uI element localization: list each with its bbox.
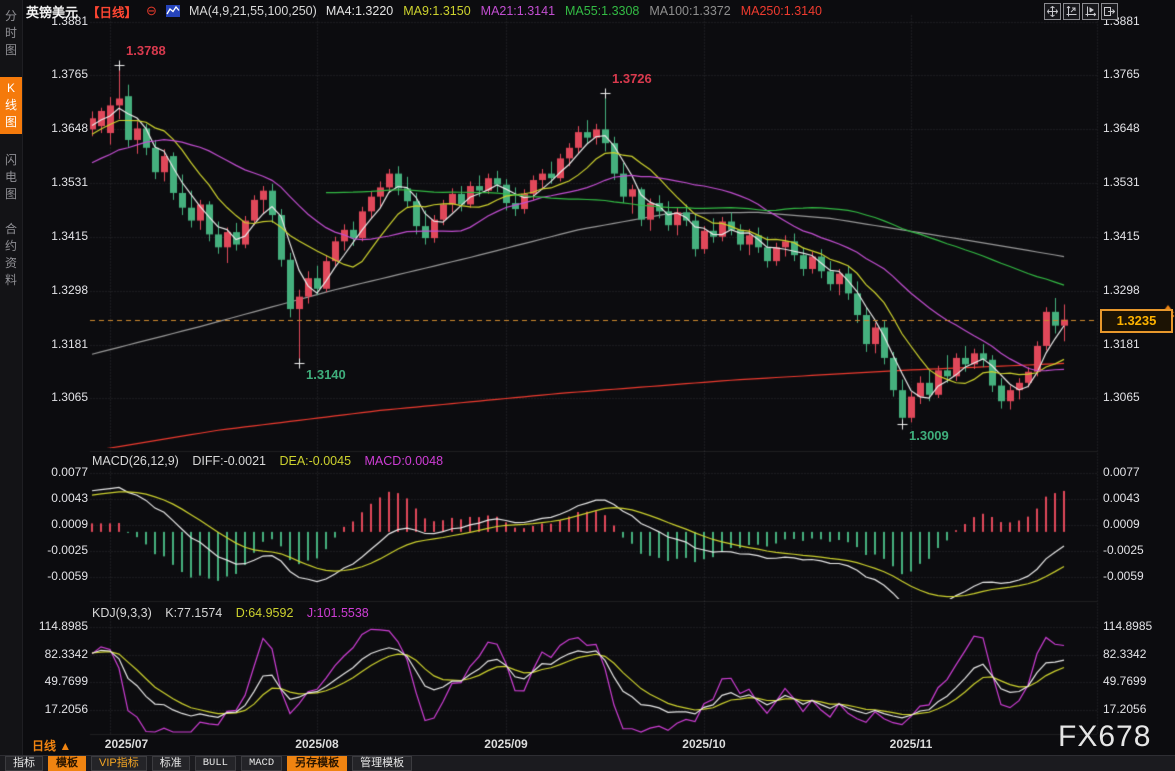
price-axis-label: 1.3531 — [1103, 175, 1140, 190]
price-axis-label: 82.3342 — [1103, 646, 1147, 661]
kdj-title: KDJ(9,3,3) — [92, 606, 152, 620]
price-axis-label: 1.3765 — [1103, 67, 1140, 82]
price-axis-label: 1.3065 — [51, 390, 88, 404]
chevron-up-icon: ▲ — [59, 739, 72, 753]
price-axis-label: 49.7699 — [44, 674, 88, 689]
axis-zoom-vertical-icon[interactable] — [1063, 3, 1080, 20]
price-axis-label: 17.2056 — [44, 702, 88, 716]
kdj-header: KDJ(9,3,3) K:77.1574 D:64.9592 J:101.553… — [92, 606, 379, 620]
sidebar-item-分时图[interactable]: 分时图 — [4, 9, 17, 57]
tab-BULL[interactable]: BULL — [194, 756, 236, 771]
price-axis-label: 0.0077 — [1103, 465, 1140, 479]
tab-标准[interactable]: 标准 — [151, 756, 190, 771]
x-axis-label: 2025/07 — [104, 737, 149, 751]
price-axis-label: 0.0009 — [1103, 517, 1140, 531]
tab-另存模板[interactable]: 另存模板 — [287, 756, 348, 771]
price-axis-label: 82.3342 — [44, 646, 88, 661]
price-axis-label: 0.0009 — [51, 517, 88, 531]
macd-dea-value: DEA:-0.0045 — [279, 454, 352, 468]
price-axis-label: -0.0025 — [1103, 543, 1144, 557]
sidebar-item-合约资料[interactable]: 合约资料 — [4, 222, 17, 287]
price-axis-label: 49.7699 — [1103, 674, 1147, 689]
sidebar-item-闪电图[interactable]: 闪电图 — [4, 153, 17, 201]
macd-title: MACD(26,12,9) — [92, 454, 179, 468]
tab-VIP指标[interactable]: VIP指标 — [91, 756, 147, 771]
price-axis-label: 1.3181 — [1103, 336, 1140, 351]
tab-指标[interactable]: 指标 — [5, 756, 43, 771]
price-axis-label: 1.3648 — [1103, 121, 1140, 136]
ma-group-label: MA(4,9,21,55,100,250) — [188, 4, 317, 18]
ma-legend-item: MA55:1.3308 — [565, 4, 640, 18]
price-axis-label: 1.3298 — [1103, 282, 1140, 297]
x-axis-label: 2025/10 — [682, 737, 726, 751]
ma-legend-item: MA4:1.3220 — [325, 4, 394, 18]
ma-legend-item: MA9:1.3150 — [403, 4, 471, 18]
price-axis-label: 17.2056 — [1103, 702, 1147, 716]
period-selector-label: 日线 — [32, 739, 57, 753]
tab-模板[interactable]: 模板 — [48, 756, 86, 771]
bottom-tab-bar: 指标 模板 VIP指标 标准 BULL MACD 另存模板 管理模板 — [0, 755, 1175, 771]
price-axis-label: 1.3415 — [1103, 228, 1140, 243]
x-axis-label: 2025/09 — [484, 737, 528, 751]
kdj-k-value: K:77.1574 — [165, 606, 223, 620]
price-axis-label: 114.8985 — [1103, 619, 1153, 633]
pan-icon[interactable] — [1044, 3, 1061, 20]
price-axis-label: 1.3298 — [51, 282, 88, 297]
price-axis-label: 1.3065 — [1103, 390, 1140, 404]
price-axis-label: 0.0077 — [51, 465, 88, 479]
extreme-price-annotation: 1.3726 — [612, 71, 652, 87]
period-tag: 【日线】 — [87, 5, 138, 20]
x-axis-label: 2025/08 — [295, 737, 339, 751]
x-axis-label: 2025/11 — [889, 737, 933, 751]
extreme-price-annotation: 1.3788 — [126, 42, 166, 58]
price-axis-label: -0.0059 — [47, 569, 88, 583]
price-axis-label: 114.8985 — [38, 619, 88, 633]
ma-legend-item: MA100:1.3372 — [649, 4, 731, 18]
period-selector[interactable]: 日线 ▲ — [32, 737, 71, 754]
symbol-title: 英镑美元 — [26, 4, 79, 20]
exit-chart-icon[interactable] — [1101, 3, 1118, 20]
ma-legend-item: MA250:1.3140 — [740, 4, 822, 18]
chart-toolbar — [1044, 3, 1118, 20]
macd-header: MACD(26,12,9) DIFF:-0.0021 DEA:-0.0045 M… — [92, 454, 453, 468]
price-axis-label: -0.0059 — [1103, 569, 1144, 583]
chart-header: 英镑美元 【日线】 ⊖ MA(4,9,21,55,100,250) MA4:1.… — [26, 2, 832, 20]
kdj-d-value: D:64.9592 — [235, 606, 294, 620]
kdj-j-value: J:101.5538 — [306, 606, 369, 620]
axis-zoom-horizontal-icon[interactable] — [1082, 3, 1099, 20]
tab-管理模板[interactable]: 管理模板 — [352, 756, 413, 771]
ma-indicator-icon[interactable] — [165, 5, 180, 17]
tab-MACD[interactable]: MACD — [240, 756, 283, 771]
price-axis-label: 0.0043 — [51, 491, 88, 505]
macd-macd-value: MACD:0.0048 — [364, 454, 444, 468]
ma-legend: MA4:1.3220 MA9:1.3150 MA21:1.3141 MA55:1.33… — [326, 4, 832, 18]
price-axis-label: 0.0043 — [1103, 491, 1140, 505]
price-axis-label: 1.3881 — [51, 14, 88, 28]
collapse-circle-icon[interactable]: ⊖ — [146, 3, 157, 18]
ma-legend-item: MA21:1.3141 — [480, 4, 556, 18]
price-axis-label: -0.0025 — [47, 543, 88, 557]
brand-watermark: FX678 — [1058, 720, 1152, 753]
price-axis-label: 1.3181 — [51, 336, 88, 351]
price-axis-label: 1.3765 — [51, 67, 88, 82]
extreme-price-annotation: 1.3140 — [306, 367, 346, 383]
last-price-tag: 1.3235 — [1100, 308, 1173, 333]
price-axis-label: 1.3648 — [51, 121, 88, 136]
extreme-price-annotation: 1.3009 — [909, 427, 949, 443]
price-axis-label: 1.3531 — [51, 175, 88, 190]
macd-diff-value: DIFF:-0.0021 — [192, 454, 266, 468]
price-axis-label: 1.3415 — [51, 228, 88, 243]
